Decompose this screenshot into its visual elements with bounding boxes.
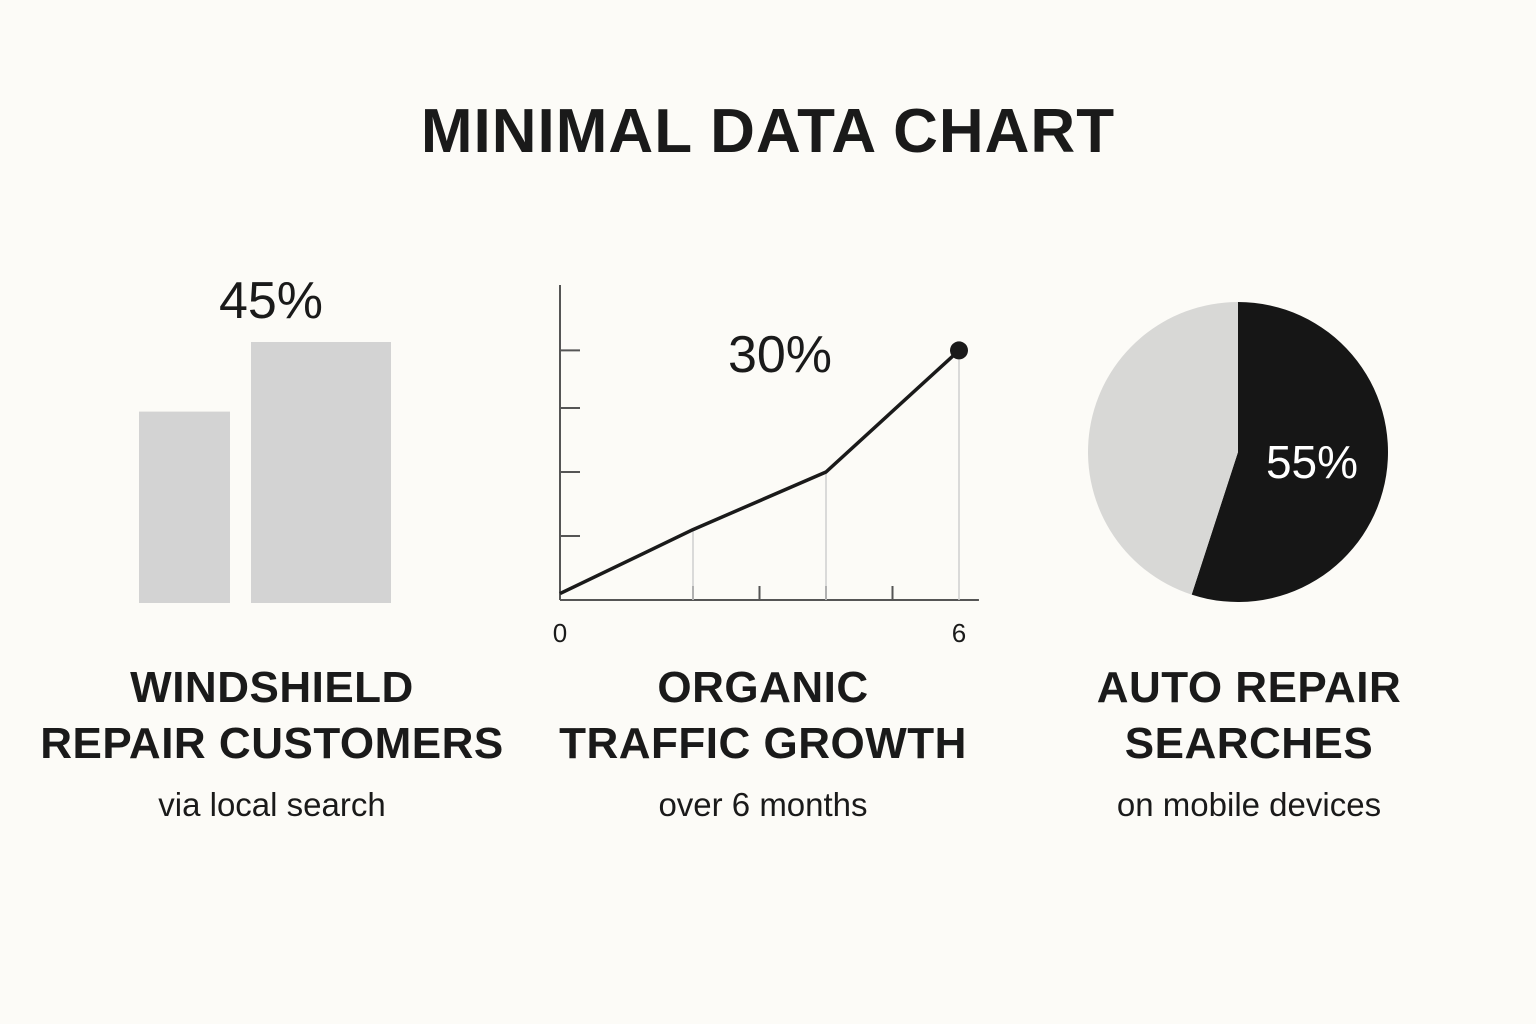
end-point-marker: [950, 341, 968, 360]
bar-chart-caption: WINDSHIELD REPAIR CUSTOMERS via local se…: [12, 660, 532, 824]
pie-chart-title-line1: AUTO REPAIR: [1096, 663, 1402, 712]
bar-chart-title-line2: REPAIR CUSTOMERS: [40, 719, 504, 768]
line-data-label: 30%: [728, 326, 832, 384]
bar-2: [251, 342, 391, 603]
main-title: MINIMAL DATA CHART: [420, 97, 1116, 166]
pie-chart: [1088, 302, 1388, 602]
line-chart-caption: ORGANIC TRAFFIC GROWTH over 6 months: [503, 660, 1023, 824]
pie-chart-caption: AUTO REPAIR SEARCHES on mobile devices: [989, 660, 1509, 824]
pie-slice-2: [1088, 302, 1238, 595]
bar-chart-title: WINDSHIELD REPAIR CUSTOMERS: [12, 660, 532, 772]
pie-chart-title-line2: SEARCHES: [1124, 719, 1374, 768]
pie-chart-title: AUTO REPAIR SEARCHES: [989, 660, 1509, 772]
bar-2-value-label: 45%: [219, 272, 323, 330]
pie-slice-1-label: 55%: [1266, 436, 1358, 488]
bar-chart-title-line1: WINDSHIELD: [130, 663, 414, 712]
series-line: [559, 349, 961, 596]
pie-slice-1: [1191, 302, 1388, 602]
bar-chart: [139, 342, 391, 603]
line-chart-title-line2: TRAFFIC GROWTH: [559, 719, 967, 768]
line-chart-title-line1: ORGANIC: [657, 663, 869, 712]
bar-1: [139, 411, 230, 603]
line-chart: [559, 285, 979, 601]
x-tick-label-0: 0: [553, 618, 567, 648]
bar-chart-subtitle: via local search: [158, 786, 386, 823]
line-chart-subtitle: over 6 months: [658, 786, 868, 823]
pie-chart-subtitle: on mobile devices: [1116, 786, 1382, 823]
line-chart-title: ORGANIC TRAFFIC GROWTH: [503, 660, 1023, 772]
x-tick-label-6: 6: [952, 618, 966, 648]
